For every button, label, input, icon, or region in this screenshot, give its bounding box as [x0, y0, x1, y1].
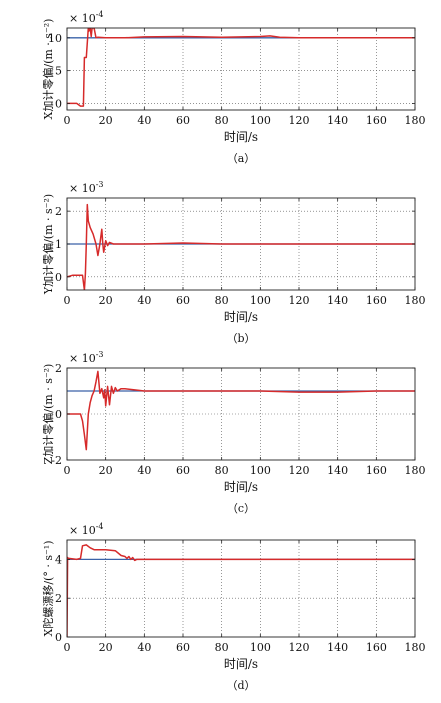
y-tick-label: 2 [55, 592, 62, 605]
y-tick-label: 4 [55, 553, 62, 566]
y-tick-label: 10 [48, 32, 62, 45]
x-tick-label: 0 [64, 114, 71, 127]
x-axis-label: 时间/s [224, 130, 258, 144]
panel-caption: （c） [227, 502, 255, 515]
y-tick-label: 2 [55, 205, 62, 218]
x-tick-label: 160 [366, 464, 387, 477]
x-tick-label: 0 [64, 641, 71, 654]
y-tick-label: 1 [55, 238, 62, 251]
chart-panel-4: 0 20 40 60 80 100 120 140 160 180 0 2 4 × 10-4 X陀螺漂移/(… [41, 522, 426, 692]
x-axis-label: 时间/s [224, 480, 258, 494]
x-tick-label: 20 [99, 114, 113, 127]
x-tick-label: 160 [366, 641, 387, 654]
y-axis-label: Z加计零偏/(m · s⁻²) [41, 364, 55, 465]
y-tick-label: 0 [55, 408, 62, 421]
series-line-2 [67, 203, 415, 290]
y-multiplier-exponent: -4 [96, 522, 104, 531]
x-tick-label: 160 [366, 294, 387, 307]
series-line-2 [67, 370, 415, 451]
x-tick-label: 140 [327, 464, 348, 477]
y-axis-label: Y加计零偏/(m · s⁻²) [41, 194, 55, 295]
x-tick-label: 40 [137, 641, 151, 654]
y-tick-label: 5 [55, 65, 62, 78]
x-tick-label: 180 [405, 294, 426, 307]
axes-box [66, 539, 416, 638]
x-tick-label: 180 [405, 464, 426, 477]
y-tick-label: 0 [55, 97, 62, 110]
x-tick-label: 120 [289, 114, 310, 127]
y-multiplier: × 10-4 [69, 522, 104, 537]
x-tick-label: 120 [289, 641, 310, 654]
x-tick-label: 60 [176, 464, 190, 477]
x-axis-label: 时间/s [224, 310, 258, 324]
x-tick-label: 180 [405, 641, 426, 654]
x-tick-label: 120 [289, 464, 310, 477]
x-tick-label: 60 [176, 114, 190, 127]
x-tick-label: 60 [176, 641, 190, 654]
x-tick-label: 20 [99, 464, 113, 477]
y-multiplier: × 10-4 [69, 10, 104, 25]
x-tick-label: 80 [215, 641, 229, 654]
y-tick-label: -2 [51, 454, 62, 467]
series-line-2 [67, 28, 415, 107]
y-multiplier-exponent: -3 [96, 180, 104, 189]
x-tick-label: 180 [405, 114, 426, 127]
y-axis-label: X陀螺漂移/(° · s⁻¹) [41, 541, 55, 637]
x-tick-label: 80 [215, 464, 229, 477]
series-line-2 [67, 544, 415, 637]
x-tick-label: 100 [250, 114, 271, 127]
x-tick-label: 40 [137, 294, 151, 307]
chart-panel-1: 0 20 40 60 80 100 120 140 160 180 0 5 10 × 10-4 X加计零偏/… [41, 10, 426, 165]
x-tick-label: 60 [176, 294, 190, 307]
y-tick-label: 0 [55, 271, 62, 284]
axes-box [66, 27, 416, 111]
x-axis-label: 时间/s [224, 657, 258, 671]
x-tick-label: 80 [215, 294, 229, 307]
panel-caption: （b） [226, 332, 255, 345]
x-tick-label: 20 [99, 294, 113, 307]
x-tick-label: 100 [250, 294, 271, 307]
y-multiplier: × 10-3 [69, 350, 104, 365]
x-tick-label: 20 [99, 641, 113, 654]
y-multiplier: × 10-3 [69, 180, 104, 195]
x-tick-label: 120 [289, 294, 310, 307]
x-tick-label: 100 [250, 641, 271, 654]
x-tick-label: 80 [215, 114, 229, 127]
x-tick-label: 40 [137, 464, 151, 477]
x-tick-label: 100 [250, 464, 271, 477]
x-tick-label: 160 [366, 114, 387, 127]
x-tick-label: 140 [327, 641, 348, 654]
x-tick-label: 140 [327, 114, 348, 127]
x-tick-label: 0 [64, 294, 71, 307]
panel-caption: （a） [227, 152, 256, 165]
y-multiplier-exponent: -4 [96, 10, 104, 19]
x-tick-label: 140 [327, 294, 348, 307]
y-axis-label: X加计零偏/(m · s⁻²) [41, 19, 55, 120]
chart-panel-3: 0 20 40 60 80 100 120 140 160 180-202× 10-3Z加计零偏/… [41, 350, 426, 515]
x-tick-label: 0 [64, 464, 71, 477]
y-tick-label: 2 [55, 362, 62, 375]
y-multiplier-exponent: -3 [96, 350, 104, 359]
panel-caption: （d） [226, 679, 255, 692]
x-tick-label: 40 [137, 114, 151, 127]
y-tick-label: 0 [55, 631, 62, 644]
chart-panel-2: 0 20 40 60 80 100 120 140 160 180 0 1 2 × 10-3 Y加计零偏/(… [41, 180, 426, 345]
